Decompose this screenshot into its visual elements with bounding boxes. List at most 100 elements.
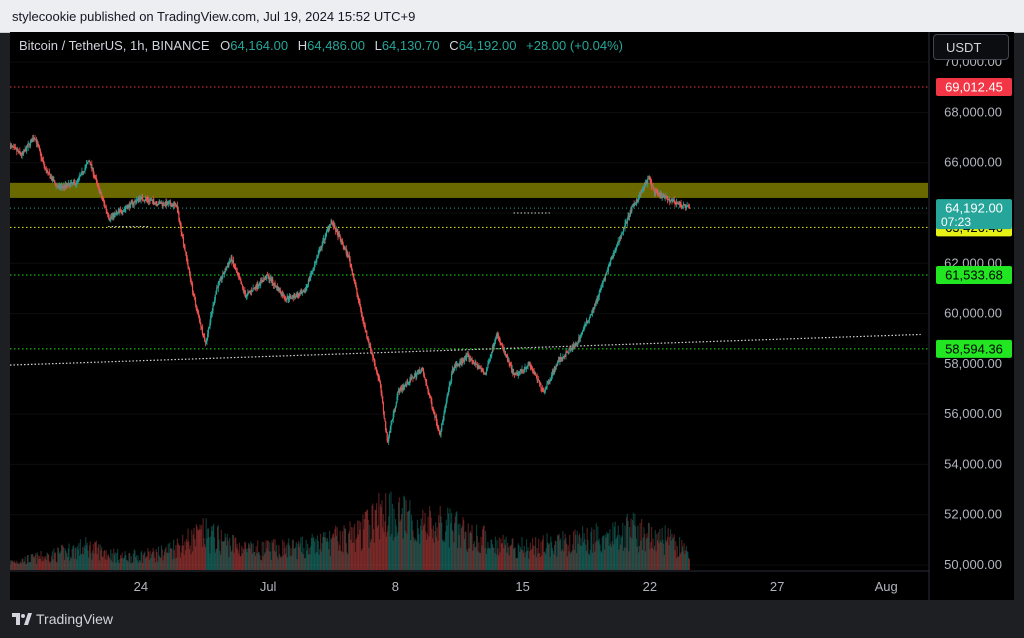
volume-bar	[586, 527, 588, 570]
candle-body	[24, 149, 26, 152]
volume-bar	[60, 544, 63, 570]
legend-open-value: 64,164.00	[230, 38, 288, 53]
volume-bar	[347, 554, 349, 570]
volume-bar	[115, 562, 117, 570]
volume-bar	[458, 534, 460, 570]
candle-body	[460, 360, 463, 364]
candle-body	[607, 271, 609, 273]
price-axis[interactable]: 50,000.0052,000.0054,000.0056,000.0058,0…	[944, 54, 1002, 572]
volume-bar	[419, 525, 422, 570]
candle-body	[474, 361, 476, 364]
volume-bar	[192, 534, 194, 570]
candle-body	[552, 370, 554, 373]
volume-bar	[258, 552, 260, 570]
volume-bar	[139, 561, 141, 570]
candle-body	[16, 148, 18, 152]
candle-body	[470, 358, 472, 361]
candle-body	[74, 182, 76, 186]
candle-body	[624, 223, 626, 229]
volume-bar	[276, 544, 278, 570]
candle-body	[397, 392, 399, 397]
candle-body	[107, 212, 109, 216]
candle-body	[608, 264, 610, 267]
candle-body	[251, 290, 253, 292]
volume-bar	[519, 552, 521, 570]
candle-body	[244, 294, 247, 298]
volume-bar	[48, 561, 50, 570]
volume-bar	[348, 531, 350, 570]
volume-bar	[55, 561, 57, 570]
volume-bar	[654, 529, 656, 570]
volume-bar	[50, 561, 52, 570]
candle-body	[109, 219, 111, 221]
candle-body	[72, 182, 74, 184]
volume-bar	[78, 543, 80, 570]
candle-body	[391, 418, 394, 421]
candle-body	[338, 234, 340, 238]
candle-body	[550, 375, 553, 379]
candle-body	[459, 360, 461, 365]
volume-bar	[354, 523, 356, 570]
candle-body	[685, 204, 687, 208]
volume-bar	[329, 530, 331, 570]
candle-body	[97, 183, 99, 185]
candle-body	[639, 193, 641, 195]
volume-bar	[591, 552, 594, 570]
volume-bar	[30, 554, 32, 570]
candle-body	[587, 321, 589, 322]
candle-body	[592, 307, 594, 311]
volume-bar	[584, 539, 586, 570]
candle-body	[298, 295, 300, 296]
candle-body	[630, 209, 632, 212]
candle-body	[337, 231, 339, 238]
volume-bar	[520, 549, 522, 570]
candle-body	[60, 185, 63, 187]
volume-bar	[153, 551, 155, 570]
volume-bar	[205, 518, 207, 570]
volume-bar	[400, 514, 403, 570]
candle-body	[463, 359, 466, 362]
chart-panel[interactable]: 50,000.00 52,000.00 54,000.00 56,000.00 58,0…	[9, 32, 1014, 600]
candle-body	[129, 204, 131, 208]
volume-bar	[395, 525, 397, 570]
price-tick-label: 56,000.00	[944, 406, 1002, 421]
volume-bar	[628, 526, 631, 570]
candle-body	[279, 290, 281, 292]
candle-body	[546, 383, 548, 389]
candle-body	[627, 215, 629, 219]
candle-body	[129, 202, 132, 208]
volume-bar	[389, 536, 391, 570]
candle-body	[600, 286, 603, 289]
candle-body	[266, 274, 268, 279]
volume-bar	[487, 541, 489, 570]
volume-bar	[616, 537, 618, 570]
candle-body	[460, 360, 462, 362]
volume-bar	[109, 558, 111, 570]
volume-bar	[472, 550, 474, 570]
time-axis[interactable]: 24 Jul 8 15 22 27 Aug	[134, 579, 898, 594]
currency-button[interactable]: USDT	[933, 34, 1009, 60]
candle-body	[123, 210, 125, 212]
candle-body	[488, 361, 491, 363]
candle-body	[325, 232, 327, 238]
candle-body	[581, 332, 583, 336]
candle-body	[591, 310, 594, 314]
candle-body	[575, 342, 578, 344]
volume-bar	[176, 557, 178, 570]
volume-bar	[164, 548, 166, 570]
volume-bar	[522, 552, 525, 570]
candle-body	[519, 371, 521, 373]
volume-bar	[517, 543, 519, 570]
volume-bar	[372, 529, 375, 570]
volume-bar	[444, 531, 447, 570]
volume-bar	[216, 526, 219, 570]
volume-bar	[656, 540, 659, 570]
candle-body	[610, 257, 612, 261]
price-chart[interactable]: 50,000.0052,000.0054,000.0056,000.0058,0…	[9, 32, 1014, 600]
candle-body	[83, 171, 85, 173]
volume-bar	[39, 558, 41, 570]
candle-body	[434, 412, 436, 418]
volume-bar	[176, 538, 178, 570]
volume-bar	[180, 552, 182, 570]
candle-body	[645, 181, 647, 184]
